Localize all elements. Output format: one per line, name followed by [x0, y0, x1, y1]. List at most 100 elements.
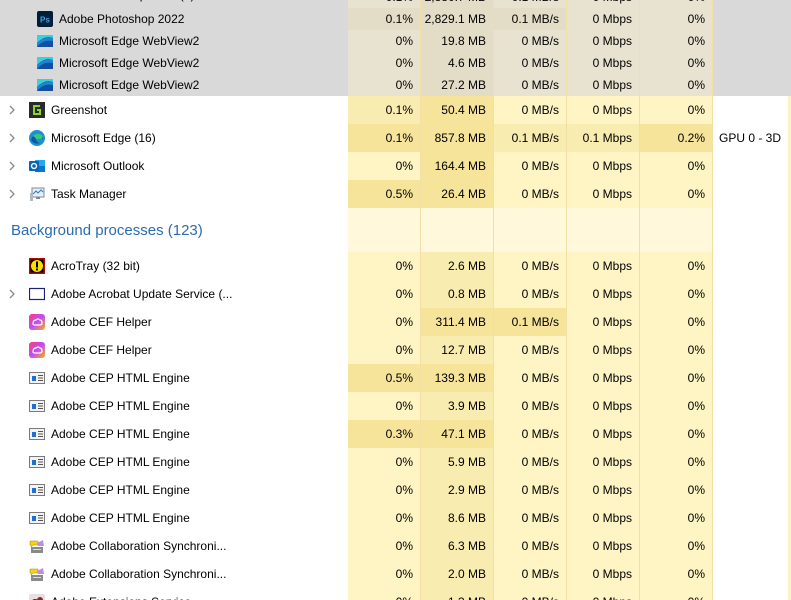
gpu-engine-cell [713, 448, 788, 476]
column-edge [788, 74, 791, 96]
process-row-outlook[interactable]: Microsoft Outlook 0% 164.4 MB 0 MB/s 0 M… [0, 152, 791, 180]
process-row-child[interactable]: Ps Adobe Photoshop 2022 0.1% 2,829.1 MB … [0, 8, 791, 30]
process-name: Task Manager [51, 187, 127, 201]
process-row-photoshop-group[interactable]: Adobe Photoshop 2022 (4) 0.1% 2,880.7 MB… [0, 0, 791, 8]
disk-cell: 0 MB/s [494, 180, 567, 208]
disk-cell: 0 MB/s [494, 364, 567, 392]
chevron-right-icon[interactable] [7, 133, 17, 143]
memory-cell: 26.4 MB [421, 180, 494, 208]
svg-text:Ps: Ps [40, 16, 50, 25]
app-window-icon [29, 400, 45, 412]
group-header-background-processes[interactable]: Background processes (123) [0, 208, 791, 252]
app-window-icon [29, 428, 45, 440]
name-cell: Microsoft Outlook [0, 152, 348, 180]
column-edge [788, 8, 791, 30]
process-row-child[interactable]: Microsoft Edge WebView2 0% 4.6 MB 0 MB/s… [0, 52, 791, 74]
network-cell: 0.1 Mbps [567, 124, 640, 152]
gpu-engine-cell [713, 52, 788, 74]
process-row-greenshot[interactable]: Greenshot 0.1% 50.4 MB 0 MB/s 0 Mbps 0% [0, 96, 791, 124]
column-edge [788, 532, 791, 560]
gpu-cell: 0% [640, 532, 713, 560]
network-cell: 0 Mbps [567, 8, 640, 30]
process-row-edge[interactable]: Microsoft Edge (16) 0.1% 857.8 MB 0.1 MB… [0, 124, 791, 152]
network-cell: 0 Mbps [567, 308, 640, 336]
process-row-cep-html-engine[interactable]: Adobe CEP HTML Engine 0.3% 47.1 MB 0 MB/… [0, 420, 791, 448]
network-cell: 0 Mbps [567, 392, 640, 420]
name-cell: Microsoft Edge (16) [0, 124, 348, 152]
process-row-collab-sync[interactable]: Adobe Collaboration Synchroni... 0% 6.3 … [0, 532, 791, 560]
process-row-extensions-service[interactable]: Adobe Extensions Service 0% 1.3 MB 0 MB/… [0, 588, 791, 600]
disk-cell: 0 MB/s [494, 30, 567, 52]
process-row-cef-helper[interactable]: Adobe CEF Helper 0% 311.4 MB 0.1 MB/s 0 … [0, 308, 791, 336]
chevron-right-icon[interactable] [7, 189, 17, 199]
network-cell: 0 Mbps [567, 74, 640, 96]
gpu-engine-cell [713, 504, 788, 532]
process-name: Adobe CEP HTML Engine [51, 399, 190, 413]
gpu-cell: 0% [640, 448, 713, 476]
cpu-cell: 0% [348, 336, 421, 364]
process-row-cep-html-engine[interactable]: Adobe CEP HTML Engine 0% 3.9 MB 0 MB/s 0… [0, 392, 791, 420]
cpu-cell: 0% [348, 152, 421, 180]
column-edge [788, 448, 791, 476]
cpu-cell: 0.1% [348, 124, 421, 152]
memory-cell: 19.8 MB [421, 30, 494, 52]
memory-cell: 1.3 MB [421, 588, 494, 600]
memory-cell: 27.2 MB [421, 74, 494, 96]
process-name: Greenshot [51, 103, 108, 117]
disk-cell: 0.1 MB/s [494, 124, 567, 152]
cpu-cell: 0% [348, 448, 421, 476]
network-cell: 0 Mbps [567, 588, 640, 600]
process-row-child[interactable]: Microsoft Edge WebView2 0% 19.8 MB 0 MB/… [0, 30, 791, 52]
process-row-child[interactable]: Microsoft Edge WebView2 0% 27.2 MB 0 MB/… [0, 74, 791, 96]
chevron-right-icon[interactable] [7, 289, 17, 299]
process-row-cep-html-engine[interactable]: Adobe CEP HTML Engine 0.5% 139.3 MB 0 MB… [0, 364, 791, 392]
column-edge [788, 124, 791, 152]
process-row-collab-sync[interactable]: Adobe Collaboration Synchroni... 0% 2.0 … [0, 560, 791, 588]
service-window-icon [29, 287, 45, 301]
name-cell: Adobe CEF Helper [0, 336, 348, 364]
disk-cell [494, 208, 567, 252]
process-row-acrotray[interactable]: AcroTray (32 bit) 0% 2.6 MB 0 MB/s 0 Mbp… [0, 252, 791, 280]
memory-cell: 8.6 MB [421, 504, 494, 532]
edge-webview-icon [37, 57, 53, 69]
creative-cloud-icon [29, 314, 45, 330]
task-manager-icon [30, 187, 45, 201]
cpu-cell: 0% [348, 476, 421, 504]
process-row-task-manager[interactable]: Task Manager 0.5% 26.4 MB 0 MB/s 0 Mbps … [0, 180, 791, 208]
gpu-engine-cell [713, 336, 788, 364]
process-row-acrobat-update[interactable]: Adobe Acrobat Update Service (... 0% 0.8… [0, 280, 791, 308]
gpu-engine-cell [713, 0, 788, 8]
name-cell: Adobe Collaboration Synchroni... [0, 532, 348, 560]
gpu-engine-cell [713, 180, 788, 208]
process-row-cep-html-engine[interactable]: Adobe CEP HTML Engine 0% 2.9 MB 0 MB/s 0… [0, 476, 791, 504]
column-edge [788, 420, 791, 448]
cpu-cell: 0% [348, 74, 421, 96]
network-cell: 0 Mbps [567, 532, 640, 560]
column-edge [788, 364, 791, 392]
disk-cell: 0.1 MB/s [494, 8, 567, 30]
gpu-cell: 0% [640, 364, 713, 392]
network-cell: 0 Mbps [567, 30, 640, 52]
chevron-right-icon[interactable] [7, 105, 17, 115]
gpu-cell: 0% [640, 308, 713, 336]
gpu-cell: 0% [640, 336, 713, 364]
memory-cell: 12.7 MB [421, 336, 494, 364]
chevron-right-icon[interactable] [7, 161, 17, 171]
column-edge [788, 152, 791, 180]
gpu-cell: 0% [640, 392, 713, 420]
gpu-cell [640, 208, 713, 252]
gpu-cell: 0% [640, 180, 713, 208]
gpu-engine-cell [713, 532, 788, 560]
disk-cell: 0.1 MB/s [494, 308, 567, 336]
memory-cell: 5.9 MB [421, 448, 494, 476]
process-row-cep-html-engine[interactable]: Adobe CEP HTML Engine 0% 5.9 MB 0 MB/s 0… [0, 448, 791, 476]
app-window-icon [29, 512, 45, 524]
process-row-cef-helper[interactable]: Adobe CEF Helper 0% 12.7 MB 0 MB/s 0 Mbp… [0, 336, 791, 364]
network-cell: 0 Mbps [567, 420, 640, 448]
gpu-engine-cell [713, 252, 788, 280]
process-row-cep-html-engine[interactable]: Adobe CEP HTML Engine 0% 8.6 MB 0 MB/s 0… [0, 504, 791, 532]
memory-cell: 2.0 MB [421, 560, 494, 588]
cpu-cell: 0% [348, 252, 421, 280]
collab-sync-icon [29, 568, 44, 581]
memory-cell: 6.3 MB [421, 532, 494, 560]
